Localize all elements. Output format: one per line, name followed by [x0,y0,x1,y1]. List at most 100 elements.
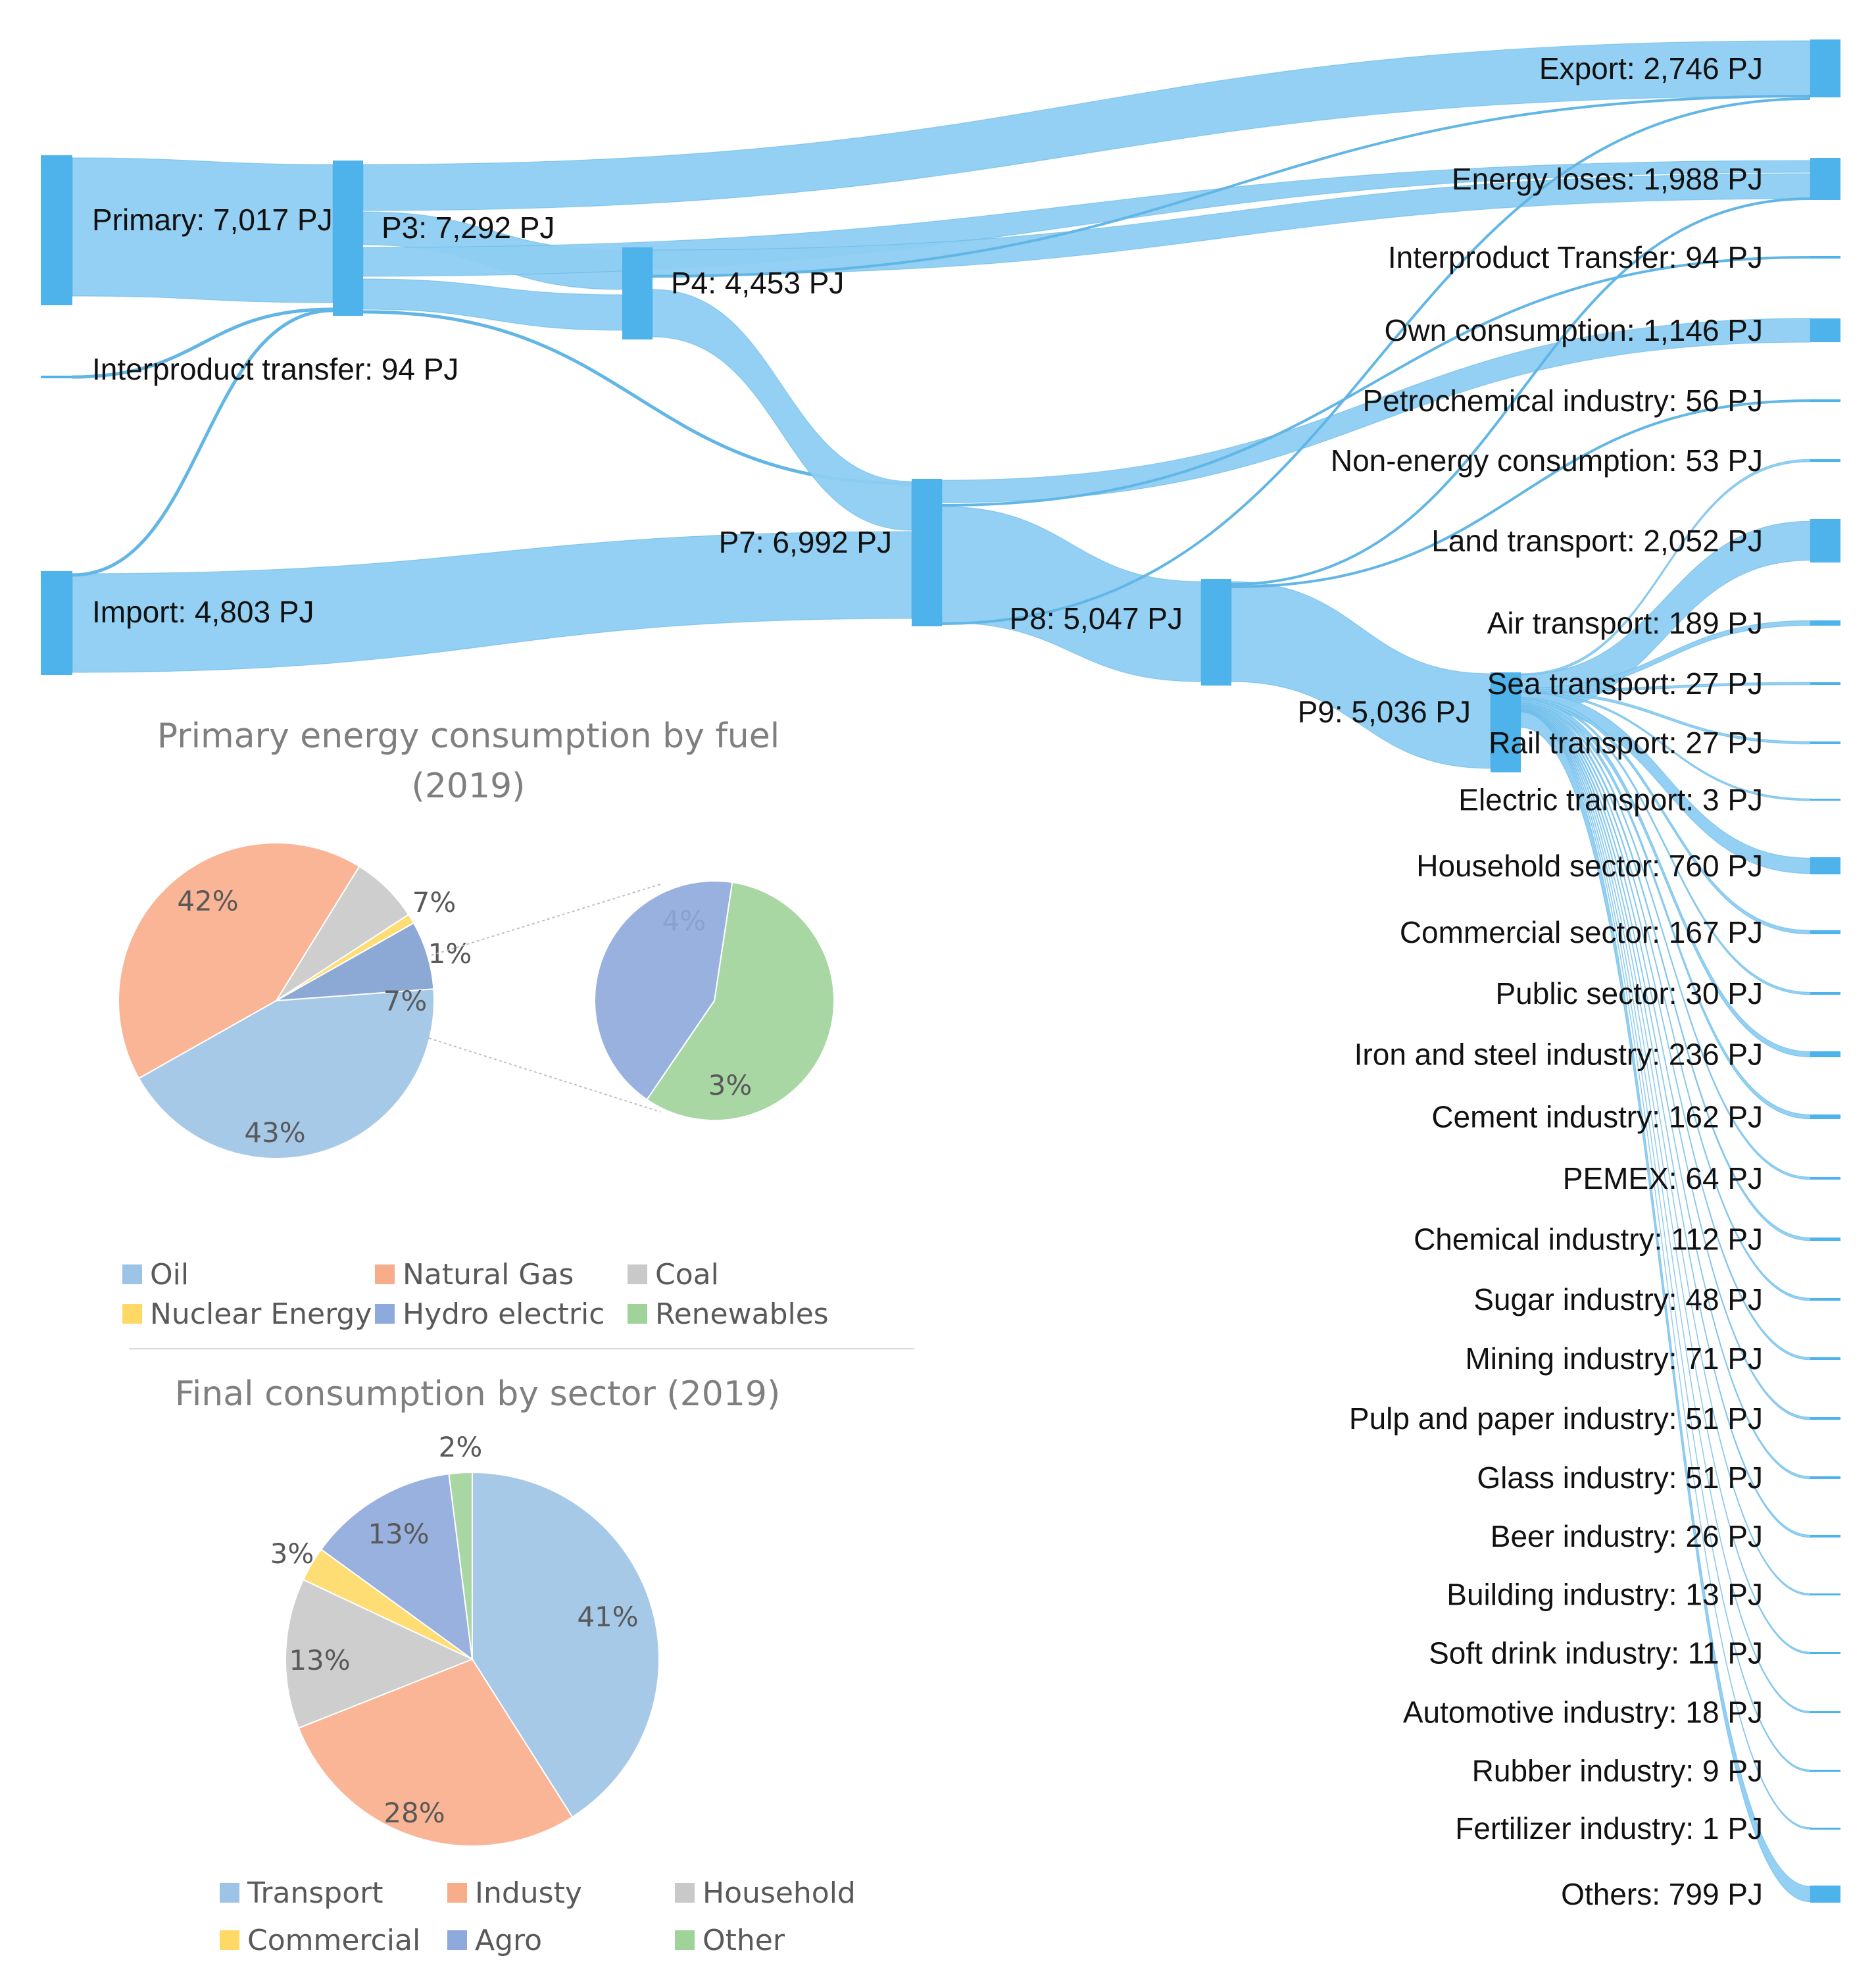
pie1-pct-other-hydro-electric-renewables: 7% [383,985,428,1017]
pie1-legend-swatch-oil [122,1264,142,1284]
pie2-legend-swatch-industy [447,1883,467,1903]
node-iron [1810,1051,1840,1057]
node-sugar [1810,1298,1840,1301]
pie2-slice-agro [320,1473,474,1661]
node-beer [1810,1535,1840,1538]
pie2-legend-label-household: Household [703,1876,856,1910]
pie1-pct-oil: 43% [244,1116,305,1149]
node-label-primary: Primary: 7,017 PJ [92,203,333,237]
pie2-legend-label-commercial: Commercial [247,1924,420,1957]
link-p4-to-export [652,95,1811,278]
node-label-interproduct-in: Interproduct transfer: 94 PJ [92,352,458,386]
node-glass [1810,1476,1840,1479]
node-label-nonenergy: Non-energy consumption: 53 PJ [1331,443,1763,478]
final-sector-pie-chart: Final consumption by sector (2019) 41% 28%… [175,1374,856,1957]
node-label-automotive: Automotive industry: 18 PJ [1403,1695,1763,1730]
node-label-air: Air transport: 189 PJ [1487,606,1763,640]
link-p8-to-p9 [1231,581,1491,769]
node-others [1810,1886,1840,1903]
link-import-to-p3 [72,309,333,577]
node-label-losses: Energy loses: 1,988 PJ [1452,162,1763,196]
sankey-diagram: Primary: 7,017 PJ Interproduct transfer: … [41,39,1840,1911]
node-label-household: Household sector: 760 PJ [1416,849,1763,883]
pie1-sub-slice-renewables [646,881,835,1121]
node-export [1810,39,1840,97]
node-air [1810,620,1840,626]
pie2-slice-other [448,1471,473,1660]
node-land [1810,519,1840,563]
node-label-public: Public sector: 30 PJ [1495,976,1763,1011]
pie1-slice-oil [137,988,435,1159]
node-label-p4: P4: 4,453 PJ [671,266,844,300]
node-label-own: Own consumption: 1,146 PJ [1385,313,1763,347]
node-label-chemical: Chemical industry: 112 PJ [1414,1222,1763,1257]
pie1-legend-swatch-coal [628,1264,647,1284]
node-building [1810,1593,1840,1595]
node-rail [1810,741,1840,744]
pie2-pct-industy: 28% [383,1797,445,1829]
node-label-p9: P9: 5,036 PJ [1298,695,1471,729]
link-p4-to-p7 [652,289,912,531]
link-interproduct-to-p3 [72,307,333,379]
node-label-softdrink: Soft drink industry: 11 PJ [1429,1636,1763,1670]
pie1-slice-other-hydro-electric-renewables [276,922,435,1001]
pie2-slice-industy [297,1658,574,1847]
pie2-legend-label-industy: Industy [475,1876,582,1910]
node-label-p3: P3: 7,292 PJ [382,211,555,245]
pie1-legend-label-hydro-electric: Hydro electric [403,1297,605,1331]
link-p9-to-nonenergy [1520,459,1811,677]
link-p3-to-p7 [362,310,912,486]
pie1-legend-label-oil: Oil [150,1258,189,1291]
node-chemical [1810,1238,1840,1241]
pie1-sub-slice-hydro-electric [594,880,733,1101]
pie1-legend-label-nuclear-energy: Nuclear Energy [150,1297,372,1331]
node-label-mining: Mining industry: 71 PJ [1465,1341,1763,1376]
pie2-pct-household: 13% [289,1644,350,1676]
pie1-sub-pct-hydro-electric: 3% [708,1069,753,1101]
primary-fuel-pie-chart: Primary energy consumption by fuel (2019)… [118,716,914,1349]
node-label-sugar: Sugar industry: 48 PJ [1473,1282,1763,1316]
node-p3 [333,161,363,316]
link-p7-to-export [941,97,1811,625]
node-label-rubber: Rubber industry: 9 PJ [1472,1754,1763,1788]
node-label-fertilizer: Fertilizer industry: 1 PJ [1455,1811,1763,1845]
node-petrochem [1810,399,1840,402]
pie2-pct-transport: 41% [577,1601,638,1633]
pie1-pct-natural-gas: 42% [177,885,238,917]
node-label-petrochem: Petrochemical industry: 56 PJ [1363,384,1764,418]
pie1-title-line-2: (2019) [412,766,526,806]
node-p9 [1491,672,1521,772]
node-label-pemex: PEMEX: 64 PJ [1563,1161,1763,1195]
pie2-legend-swatch-transport [220,1883,239,1903]
link-p8-to-losses [1231,197,1811,586]
pie1-legend-label-natural-gas: Natural Gas [403,1258,574,1291]
pie2-title: Final consumption by sector (2019) [175,1374,781,1414]
sankey-labels: Primary: 7,017 PJ Interproduct transfer: … [92,51,1763,1911]
node-label-export: Export: 2,746 PJ [1539,51,1763,86]
pie1-legend-swatch-nuclear-energy [122,1304,142,1324]
pie1-slice-coal [276,865,410,1001]
pie2-pct-commercial: 3% [270,1538,314,1570]
link-p7-to-interproduct [941,256,1811,507]
node-label-rail: Rail transport: 27 PJ [1489,726,1763,760]
pie2-legend-swatch-household [675,1883,695,1903]
node-mining [1810,1357,1840,1360]
pie2-slice-household [285,1578,474,1729]
node-pulp [1810,1417,1840,1420]
pie1-title-line-1: Primary energy consumption by fuel [157,716,779,756]
node-label-beer: Beer industry: 26 PJ [1491,1519,1763,1553]
node-label-p7: P7: 6,992 PJ [719,525,892,559]
pie2-legend-swatch-commercial [220,1930,239,1950]
node-public [1810,992,1840,995]
node-household [1810,857,1840,874]
node-rubber [1810,1770,1840,1772]
node-losses [1810,158,1840,200]
node-label-iron: Iron and steel industry: 236 PJ [1354,1038,1763,1072]
pie1-legend-swatch-hydro-electric [375,1304,395,1324]
pie1-legend-label-renewables: Renewables [655,1297,829,1331]
node-label-pulp: Pulp and paper industry: 51 PJ [1349,1401,1763,1436]
node-own [1810,318,1840,342]
node-p7 [912,479,942,626]
pie1-slice-natural-gas [118,842,360,1080]
pie2-pct-agro: 13% [368,1518,429,1550]
